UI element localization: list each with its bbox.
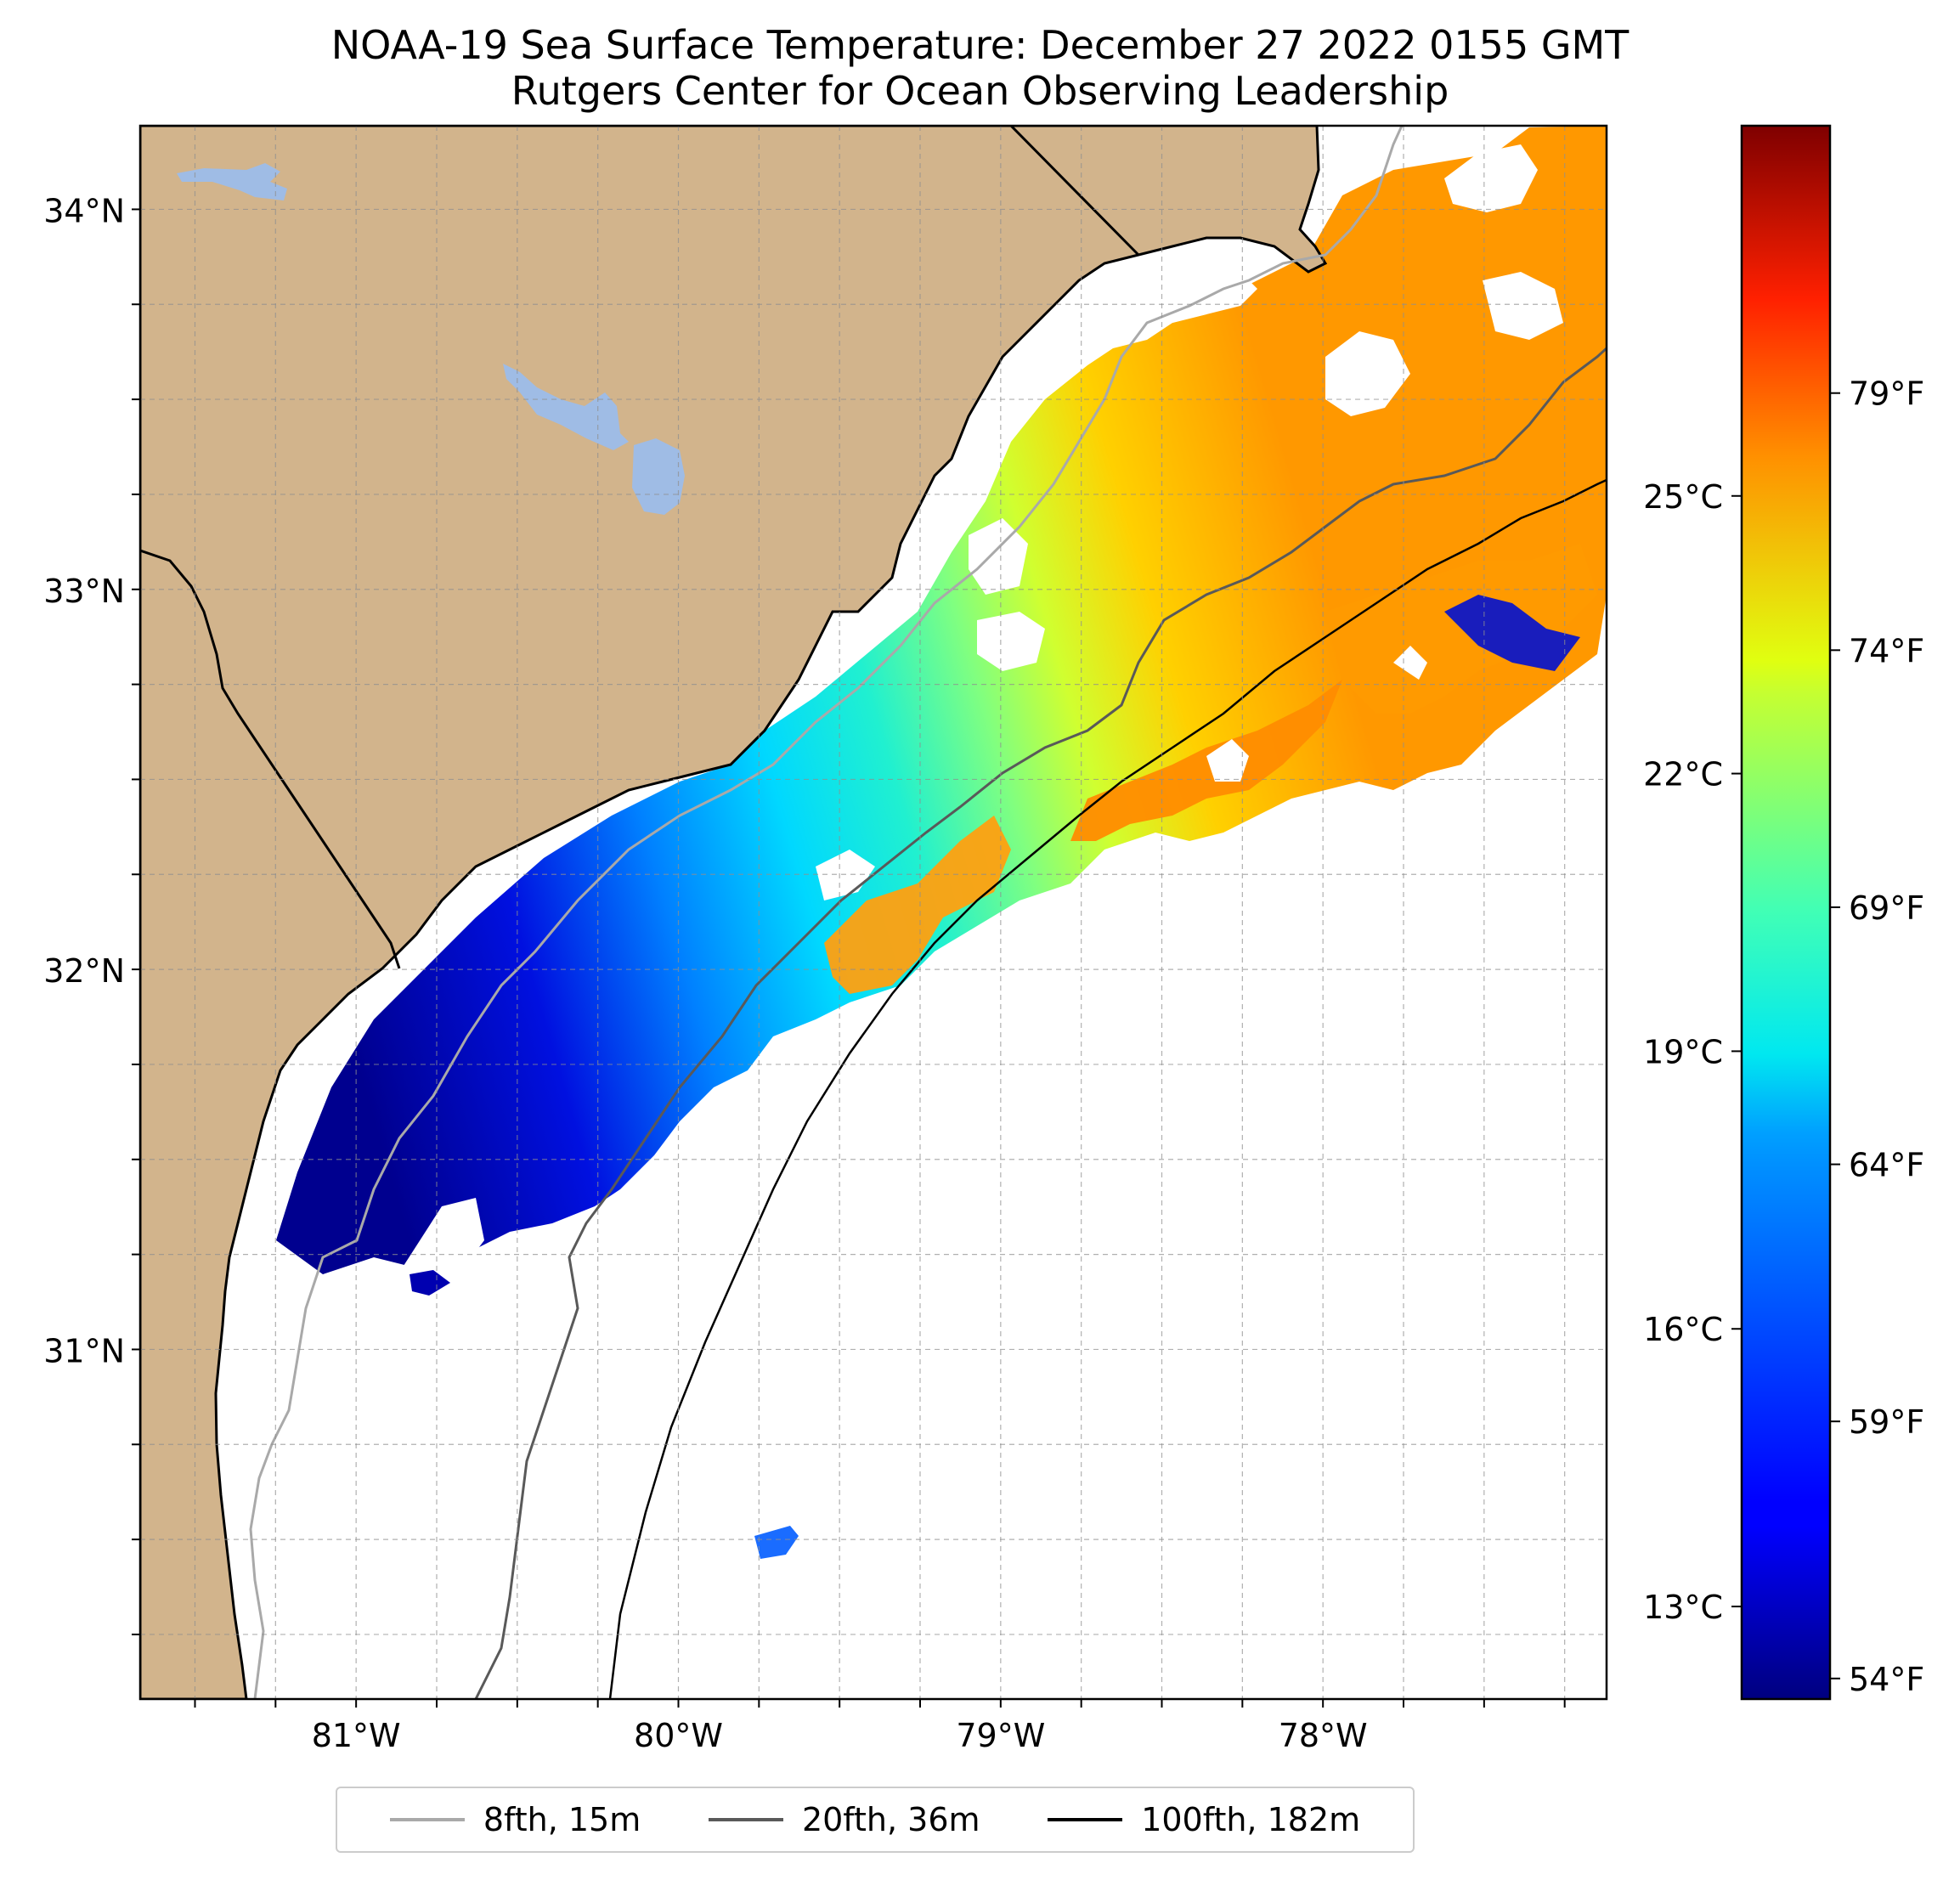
colorbar-ticks: 25°C 22°C 19°C 16°C 13°C 79°F 74°F 69°F 64°F 59°F… [1643,375,1924,1698]
sst-swath [276,126,1607,1274]
sst-fragment-shore [410,1270,450,1296]
inland-water [177,163,685,515]
lon-tick-label: 79°W [956,1717,1045,1754]
isobath-15m [249,126,1404,1699]
fahrenheit-tick-label: 59°F [1849,1403,1924,1441]
legend-item-20fth: 20fth, 36m [708,1801,980,1838]
celsius-tick-label: 19°C [1643,1033,1723,1070]
celsius-tick-label: 16°C [1643,1311,1723,1348]
legend-swatch [708,1818,783,1821]
map-gridlines [140,126,1607,1699]
legend-item-8fth: 8fth, 15m [389,1801,641,1838]
colorbar [1740,124,1832,1701]
state-boundary-sc-ga [140,549,401,969]
fahrenheit-tick-label: 79°F [1849,375,1924,413]
map-tick-labels: 34°N 33°N 32°N 31°N 81°W 80°W 79°W 78°W [43,192,1566,1754]
figure-title: NOAA-19 Sea Surface Temperature: Decembe… [330,22,1630,68]
isobath-182m [608,478,1607,1699]
isobath-36m [474,347,1607,1699]
cloud-gaps [404,144,1563,1274]
lat-tick-label: 32°N [43,952,125,990]
legend-item-100fth: 100fth, 182m [1048,1801,1360,1838]
state-boundary-nc-sc [1009,126,1140,257]
legend-swatch [1048,1818,1123,1821]
lon-tick-label: 81°W [312,1717,401,1754]
lat-tick-label: 33°N [43,573,125,610]
isobath-legend: 8fth, 15m 20fth, 36m 100fth, 182m [336,1787,1415,1853]
map-area [140,126,1607,1699]
fahrenheit-tick-label: 54°F [1849,1661,1924,1698]
fahrenheit-tick-label: 74°F [1849,632,1924,669]
legend-label: 8fth, 15m [483,1801,641,1838]
cool-patch [1444,595,1580,671]
lat-tick-label: 34°N [43,192,125,229]
warm-patch-1 [824,816,1011,994]
legend-label: 100fth, 182m [1141,1801,1361,1838]
celsius-tick-label: 22°C [1643,756,1723,793]
lat-tick-label: 31°N [43,1332,125,1369]
fahrenheit-tick-label: 69°F [1849,889,1924,927]
celsius-tick-label: 13°C [1643,1589,1723,1626]
figure-subtitle: Rutgers Center for Ocean Observing Leade… [511,68,1449,114]
celsius-tick-label: 25°C [1643,478,1723,516]
map-frame [138,124,1608,1701]
fahrenheit-tick-label: 64°F [1849,1147,1924,1184]
lon-tick-label: 80°W [634,1717,723,1754]
legend-label: 20fth, 36m [801,1801,980,1838]
legend-swatch [389,1818,465,1821]
sst-fragment-south [754,1526,799,1559]
warm-patch-2 [1070,680,1342,841]
lon-tick-label: 78°W [1279,1717,1368,1754]
